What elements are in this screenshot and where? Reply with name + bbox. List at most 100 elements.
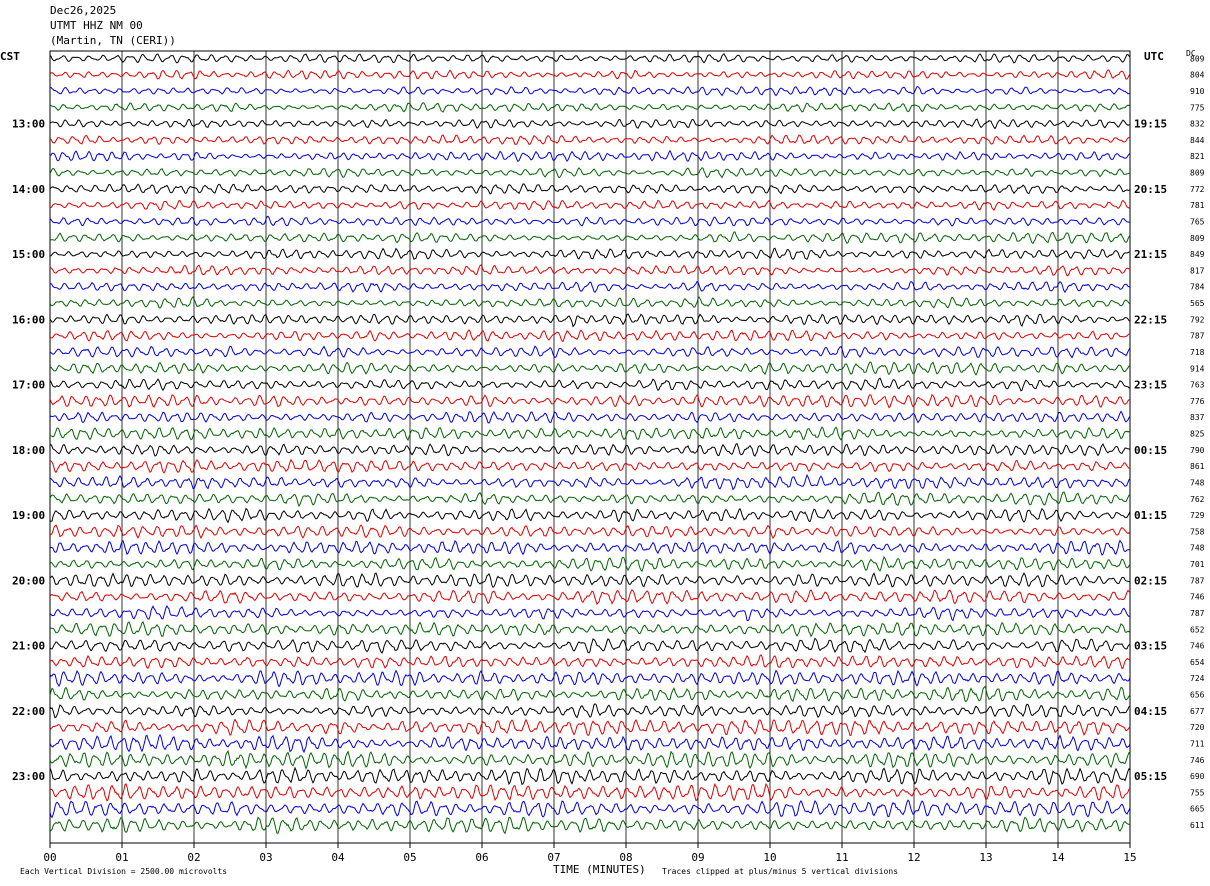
dc-offset-label: 809 [1190, 169, 1205, 178]
seismic-trace [49, 473, 1131, 491]
x-tick-label: 13 [979, 851, 992, 864]
header-location: (Martin, TN (CERI)) [50, 34, 176, 47]
dc-offset-label: 729 [1190, 511, 1205, 520]
cst-hour-label: 23:00 [12, 770, 45, 783]
dc-offset-label: 784 [1190, 283, 1205, 292]
x-tick-label: 01 [115, 851, 128, 864]
utc-hour-label: 02:15 [1134, 574, 1167, 587]
seismic-trace [49, 296, 1131, 309]
seismic-trace [49, 361, 1131, 376]
dc-offset-label: 861 [1190, 462, 1205, 471]
x-tick-label: 05 [403, 851, 416, 864]
seismic-trace [49, 749, 1131, 770]
utc-hour-label: 00:15 [1134, 444, 1167, 457]
header-station: UTMT HHZ NM 00 [50, 19, 143, 32]
x-tick-label: 14 [1051, 851, 1065, 864]
seismic-trace [49, 377, 1131, 392]
dc-offset-label: 748 [1190, 544, 1205, 553]
plot-frame [49, 50, 1131, 844]
seismic-trace [50, 149, 1131, 163]
dc-offset-label: 792 [1190, 315, 1205, 324]
seismic-trace [49, 588, 1131, 606]
cst-axis-label: CST [0, 50, 20, 63]
seismic-trace [49, 637, 1131, 654]
dc-offset-label: 656 [1190, 691, 1205, 700]
seismic-trace [49, 426, 1131, 442]
dc-offset-label: 787 [1190, 576, 1205, 585]
seismic-trace [49, 703, 1131, 719]
cst-hour-label: 22:00 [12, 705, 45, 718]
dc-offset-label: 652 [1190, 625, 1205, 634]
dc-offset-label: 825 [1190, 430, 1205, 439]
dc-offset-label: 711 [1190, 739, 1205, 748]
seismic-trace [49, 329, 1131, 343]
utc-hour-label: 04:15 [1134, 705, 1167, 718]
dc-offset-label: 746 [1190, 756, 1205, 765]
utc-hour-label: 01:15 [1134, 509, 1167, 522]
dc-offset-label: 809 [1190, 234, 1205, 243]
dc-offset-label: 809 [1190, 54, 1205, 63]
dc-offset-label: 837 [1190, 413, 1205, 422]
dc-offset-label: 665 [1190, 805, 1205, 814]
seismic-trace [49, 733, 1131, 754]
dc-offset-label: 781 [1190, 201, 1205, 210]
seismic-trace [49, 86, 1131, 97]
cst-hour-label: 15:00 [12, 248, 45, 261]
dc-offset-label: 844 [1190, 136, 1205, 145]
seismic-trace [49, 507, 1131, 524]
x-tick-label: 06 [475, 851, 488, 864]
cst-hour-label: 21:00 [12, 640, 45, 653]
dc-offset-label: 677 [1190, 707, 1205, 716]
dc-offset-label: 748 [1190, 478, 1205, 487]
seismic-trace [49, 605, 1131, 622]
seismic-trace [49, 766, 1131, 786]
cst-hour-label: 20:00 [12, 574, 45, 587]
dc-offset-label: 910 [1190, 87, 1205, 96]
scale-note: Each Vertical Division = 2500.00 microvo… [20, 867, 228, 876]
seismic-trace [49, 572, 1130, 589]
seismic-trace [49, 118, 1131, 130]
x-tick-label: 07 [547, 851, 560, 864]
dc-offset-label: 790 [1190, 446, 1205, 455]
dc-offset-label: 787 [1190, 609, 1205, 618]
x-tick-label: 08 [619, 851, 632, 864]
dc-offset-label: 914 [1190, 364, 1205, 373]
seismic-trace [49, 458, 1131, 474]
utc-hour-label: 23:15 [1134, 379, 1167, 392]
dc-offset-label: 690 [1190, 772, 1205, 781]
dc-offset-label: 776 [1190, 397, 1205, 406]
x-tick-label: 12 [907, 851, 920, 864]
seismic-trace [49, 313, 1131, 328]
seismic-trace [49, 167, 1131, 179]
x-tick-label: 04 [331, 851, 345, 864]
cst-hour-label: 18:00 [12, 444, 45, 457]
seismic-trace [49, 345, 1131, 359]
x-tick-label: 15 [1123, 851, 1136, 864]
x-tick-label: 11 [835, 851, 848, 864]
x-tick-label: 02 [187, 851, 200, 864]
header-date: Dec26,2025 [50, 4, 117, 17]
clip-note: Traces clipped at plus/minus 5 vertical … [662, 867, 899, 876]
dc-offset-label: 817 [1190, 266, 1205, 275]
utc-hour-label: 05:15 [1134, 770, 1167, 783]
seismic-trace [49, 782, 1131, 802]
x-axis-title: TIME (MINUTES) [553, 863, 646, 876]
seismic-trace [49, 620, 1131, 638]
dc-offset-label: 832 [1190, 120, 1205, 129]
seismic-trace [49, 491, 1131, 508]
dc-offset-label: 746 [1190, 642, 1205, 651]
seismic-trace [49, 393, 1131, 409]
dc-offset-label: 821 [1190, 152, 1205, 161]
seismic-trace [49, 69, 1131, 80]
utc-hour-label: 03:15 [1134, 640, 1167, 653]
cst-hour-label: 13:00 [12, 118, 45, 131]
seismic-trace [49, 102, 1131, 113]
cst-hour-label: 19:00 [12, 509, 45, 522]
x-tick-label: 09 [691, 851, 704, 864]
dc-offset-label: 611 [1190, 821, 1205, 830]
seismic-trace [49, 685, 1131, 703]
seismic-trace [49, 555, 1131, 572]
x-tick-label: 00 [43, 851, 56, 864]
seismic-trace [49, 247, 1131, 260]
dc-offset-label: 746 [1190, 593, 1205, 602]
